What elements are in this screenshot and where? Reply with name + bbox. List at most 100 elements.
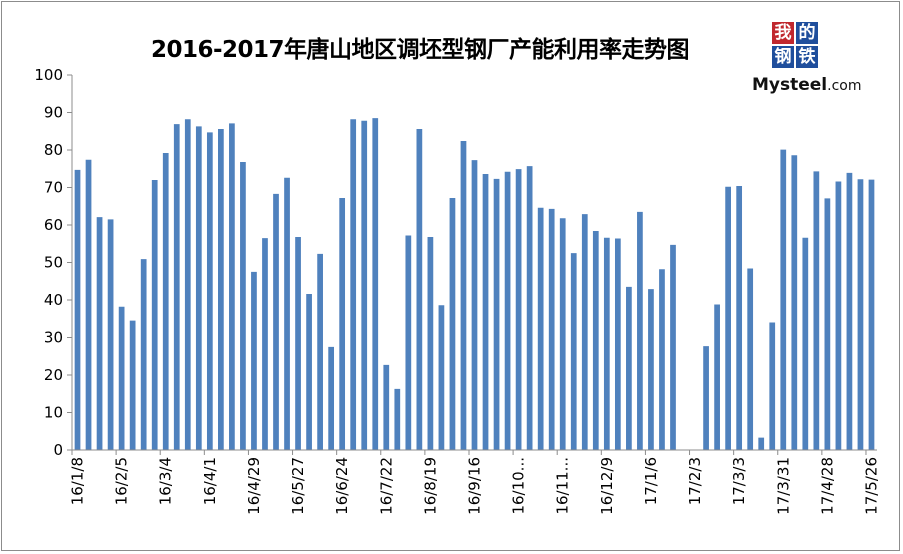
x-tick-label: 16/2/5 <box>113 457 131 505</box>
x-tick-label: 16/12/9 <box>598 457 616 515</box>
x-tick-label: 16/10... <box>510 457 528 515</box>
bar <box>96 217 103 451</box>
x-tick-label: 16/1/8 <box>69 457 87 505</box>
bar <box>515 169 522 450</box>
x-tick-label: 16/3/4 <box>157 457 175 505</box>
bar <box>603 237 610 450</box>
bar <box>74 169 81 451</box>
bar <box>526 166 533 451</box>
bar <box>460 141 467 450</box>
bar <box>824 198 831 450</box>
bar <box>151 180 158 450</box>
bar <box>372 118 379 451</box>
bar <box>262 238 268 450</box>
bar <box>394 388 401 451</box>
x-tick-label: 17/2/3 <box>686 457 704 505</box>
bar <box>548 208 555 451</box>
bar <box>493 178 500 451</box>
y-tick-label: 0 <box>53 441 63 459</box>
bar <box>581 214 588 451</box>
y-tick-label: 60 <box>44 216 63 234</box>
bar <box>251 271 257 451</box>
y-tick-label: 80 <box>44 141 63 159</box>
x-tick-label: 17/4/28 <box>818 457 836 515</box>
logo-char: 我 <box>772 22 794 44</box>
bar <box>129 320 136 451</box>
y-tick-label: 40 <box>44 291 63 309</box>
bar <box>405 235 412 450</box>
bar <box>758 437 765 451</box>
logo-text-main: Mysteel <box>752 75 828 95</box>
x-tick-label: 16/4/1 <box>201 457 219 505</box>
bar <box>626 286 632 451</box>
y-tick-label: 50 <box>44 254 63 272</box>
bar <box>317 253 323 451</box>
y-tick-label: 70 <box>44 179 63 197</box>
x-tick-label: 16/7/22 <box>377 457 395 515</box>
x-tick-label: 16/6/24 <box>333 457 351 515</box>
bar <box>802 237 809 450</box>
bar <box>537 207 544 450</box>
bar <box>614 238 621 450</box>
bar <box>703 346 709 451</box>
bar <box>637 211 643 451</box>
x-tick-label: 17/1/6 <box>642 457 660 505</box>
y-tick-label: 20 <box>44 366 63 384</box>
bar <box>857 179 864 450</box>
bar <box>846 172 853 450</box>
y-tick-label: 90 <box>44 104 63 122</box>
bar <box>659 269 665 450</box>
chart-title: 2016-2017年唐山地区调坯型钢厂产能利用率走势图 <box>150 37 690 63</box>
mysteel-logo: 我 的 钢 铁 Mysteel.com <box>752 22 862 102</box>
bar <box>218 129 224 450</box>
x-tick-label: 17/5/26 <box>862 457 880 515</box>
logo-text: Mysteel.com <box>752 75 862 95</box>
logo-char: 钢 <box>772 46 794 68</box>
bar <box>306 294 312 450</box>
bar <box>328 346 335 451</box>
bar <box>570 253 577 451</box>
bar <box>162 153 169 450</box>
bar <box>195 126 202 451</box>
bar <box>140 259 147 451</box>
bar <box>229 123 235 451</box>
bar <box>107 219 114 451</box>
bar <box>339 198 346 450</box>
bar <box>736 186 743 450</box>
bar <box>780 149 787 451</box>
logo-char: 的 <box>796 22 818 44</box>
bar <box>85 159 92 450</box>
y-tick-label: 100 <box>34 66 63 84</box>
logo-grid: 我 的 钢 铁 <box>772 22 818 68</box>
bar <box>747 268 754 450</box>
x-tick-label: 16/5/27 <box>289 457 307 515</box>
bar <box>471 160 478 451</box>
x-tick-label: 16/11... <box>554 457 572 515</box>
bar <box>592 231 599 450</box>
logo-text-suffix: .com <box>827 78 862 94</box>
bar <box>118 306 125 450</box>
bar <box>504 171 511 450</box>
bar <box>835 181 842 450</box>
bar <box>714 304 720 450</box>
bar <box>206 132 213 451</box>
bar <box>184 119 191 450</box>
bar <box>868 179 875 451</box>
x-tick-label: 16/8/19 <box>421 457 439 515</box>
bar <box>482 174 489 450</box>
bar <box>284 177 290 450</box>
bar <box>648 289 654 451</box>
bar <box>813 171 820 451</box>
bar <box>350 119 357 450</box>
bar <box>559 218 566 450</box>
bar <box>295 237 301 450</box>
bar <box>173 124 180 451</box>
bar <box>449 198 456 450</box>
bar <box>438 305 445 450</box>
bar <box>791 155 798 450</box>
x-tick-label: 16/4/29 <box>245 457 263 515</box>
bar <box>670 244 676 450</box>
y-tick-label: 30 <box>44 329 63 347</box>
bar <box>416 129 423 450</box>
